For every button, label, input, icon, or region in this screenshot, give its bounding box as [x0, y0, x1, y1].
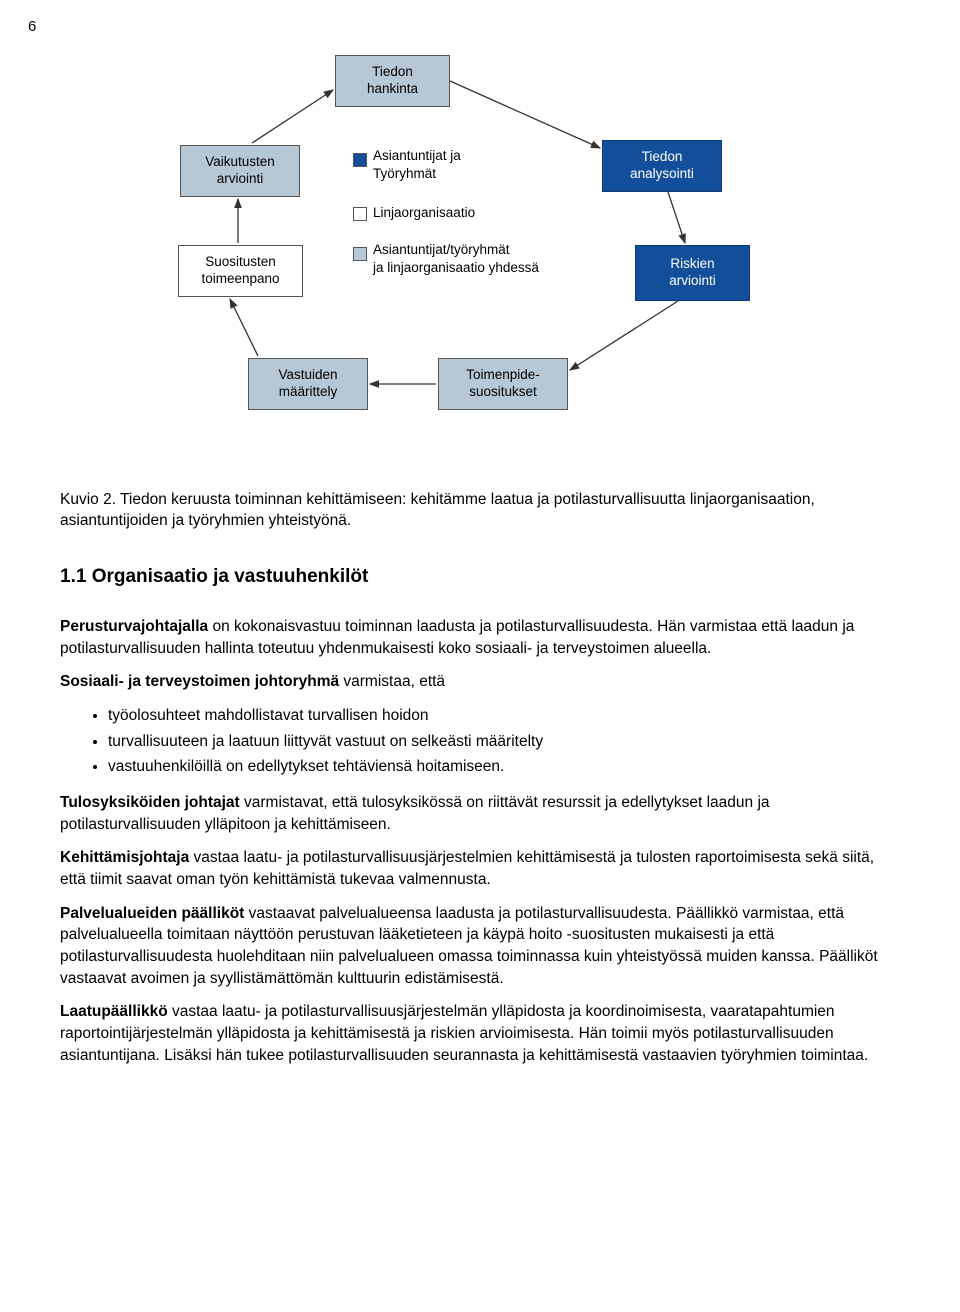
list-item: turvallisuuteen ja laatuun liittyvät vas…	[108, 731, 900, 753]
node-tiedon-hankinta: Tiedonhankinta	[335, 55, 450, 107]
node-suositusten: Suositustentoimeenpano	[178, 245, 303, 297]
paragraph-laatupaallikko: Laatupäällikkö vastaa laatu- ja potilast…	[60, 1001, 900, 1066]
list-item: vastuuhenkilöillä on edellytykset tehtäv…	[108, 756, 900, 778]
paragraph-palvelualueet: Palvelualueiden päälliköt vastaavat palv…	[60, 903, 900, 990]
page-number: 6	[28, 18, 36, 35]
legend-swatch	[353, 207, 367, 221]
caption-lead: Kuvio 2. Tiedon keruusta toiminnan kehit…	[60, 491, 418, 508]
paragraph-perusturvajohtaja: Perusturvajohtajalla on kokonaisvastuu t…	[60, 616, 900, 659]
bold-lead: Tulosyksiköiden johtajat	[60, 794, 240, 811]
legend-label: Asiantuntijat jaTyöryhmät	[373, 147, 461, 182]
paragraph-kehittamisjohtaja: Kehittämisjohtaja vastaa laatu- ja potil…	[60, 847, 900, 890]
paragraph-johtoryhma-lead: Sosiaali- ja terveystoimen johtoryhmä va…	[60, 671, 900, 693]
figure-caption: Kuvio 2. Tiedon keruusta toiminnan kehit…	[60, 490, 900, 532]
list-item: työolosuhteet mahdollistavat turvallisen…	[108, 705, 900, 727]
legend-swatch	[353, 247, 367, 261]
node-vaikutusten: Vaikutustenarviointi	[180, 145, 300, 197]
node-riskien: Riskienarviointi	[635, 245, 750, 301]
paragraph-body: varmistaa, että	[339, 673, 445, 690]
bold-lead: Perusturvajohtajalla	[60, 618, 208, 635]
section-heading: 1.1 Organisaatio ja vastuuhenkilöt	[60, 566, 900, 588]
legend-swatch	[353, 153, 367, 167]
node-vastuiden: Vastuidenmäärittely	[248, 358, 368, 410]
process-diagram: Tiedonhankinta Vaikutustenarviointi Tiedon…	[110, 40, 850, 460]
node-tiedon-analysointi: Tiedonanalysointi	[602, 140, 722, 192]
bold-lead: Sosiaali- ja terveystoimen johtoryhmä	[60, 673, 339, 690]
paragraph-body: vastaa laatu- ja potilasturvallisuusjärj…	[60, 1003, 868, 1063]
bold-lead: Laatupäällikkö	[60, 1003, 168, 1020]
bullet-list: työolosuhteet mahdollistavat turvallisen…	[60, 705, 900, 778]
bold-lead: Palvelualueiden päälliköt	[60, 905, 244, 922]
legend-label: Asiantuntijat/työryhmätja linjaorganisaa…	[373, 241, 539, 276]
legend-label: Linjaorganisaatio	[373, 204, 475, 222]
paragraph-tulosyksikot: Tulosyksiköiden johtajat varmistavat, et…	[60, 792, 900, 835]
bold-lead: Kehittämisjohtaja	[60, 849, 189, 866]
node-toimenpide: Toimenpide-suositukset	[438, 358, 568, 410]
